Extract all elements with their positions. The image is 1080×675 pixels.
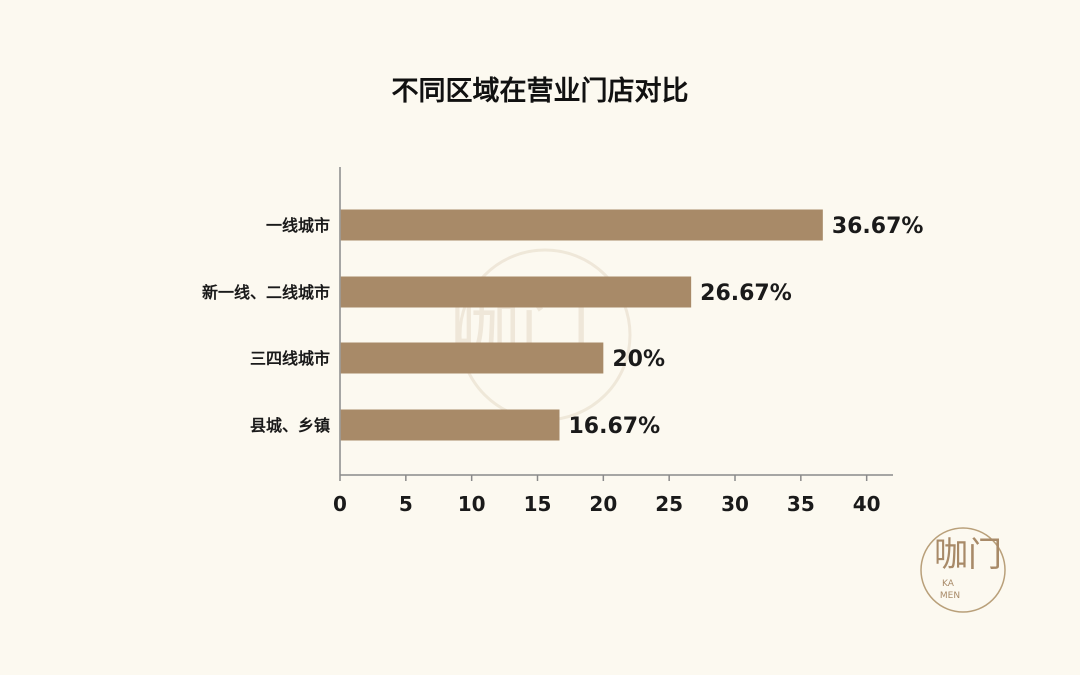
bar-2 bbox=[340, 276, 692, 308]
x-tick-label-35: 35 bbox=[787, 492, 815, 516]
bar-1 bbox=[340, 209, 823, 241]
brand-logo-latin-top: KA bbox=[942, 579, 955, 589]
category-label-2: 新一线、二线城市 bbox=[202, 283, 330, 302]
data-label-2: 26.67% bbox=[700, 281, 792, 306]
x-tick-label-25: 25 bbox=[655, 492, 683, 516]
x-tick-label-10: 10 bbox=[458, 492, 486, 516]
chart-title: 不同区域在营业门店对比 bbox=[392, 76, 689, 107]
x-tick-label-30: 30 bbox=[721, 492, 749, 516]
bar-3 bbox=[340, 342, 604, 374]
data-label-1: 36.67% bbox=[832, 214, 924, 239]
category-label-4: 县城、乡镇 bbox=[250, 416, 330, 435]
x-tick-label-0: 0 bbox=[333, 492, 347, 516]
x-tick-label-5: 5 bbox=[399, 492, 413, 516]
x-tick-label-15: 15 bbox=[524, 492, 552, 516]
data-label-4: 16.67% bbox=[568, 414, 660, 439]
x-tick-label-40: 40 bbox=[853, 492, 881, 516]
brand-logo-glyph: 咖门 bbox=[934, 535, 1002, 575]
brand-logo-latin-bottom: MEN bbox=[940, 591, 960, 601]
brand-logo: 咖门 KA MEN bbox=[920, 527, 1006, 613]
bar-4 bbox=[340, 409, 560, 441]
category-label-1: 一线城市 bbox=[266, 216, 330, 235]
category-label-3: 三四线城市 bbox=[250, 349, 330, 368]
x-tick-label-20: 20 bbox=[589, 492, 617, 516]
data-label-3: 20% bbox=[612, 347, 665, 372]
watermark-logo: 咖门 bbox=[450, 248, 632, 422]
